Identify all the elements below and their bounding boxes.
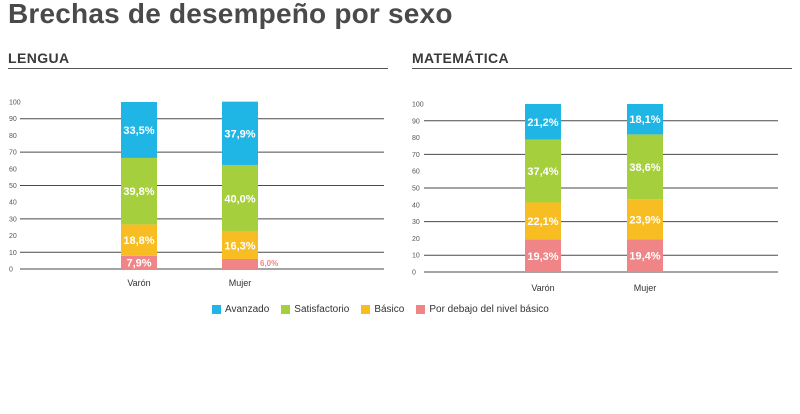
matematica-category-label: Mujer	[634, 283, 657, 293]
matematica-tick-label: 70	[412, 152, 420, 159]
matematica-data-label: 21,2%	[527, 117, 558, 129]
matematica-title-rule	[412, 68, 792, 69]
lengua-tick-label: 70	[9, 150, 17, 157]
lengua-tick-label: 100	[9, 100, 21, 107]
lengua-bar-basico	[121, 224, 157, 256]
lengua-tick-label: 90	[9, 116, 17, 123]
lengua-tick-label: 30	[9, 216, 17, 223]
lengua-category-label: Varón	[127, 278, 150, 288]
matematica-bar-avanzado	[525, 104, 561, 140]
page-title: Brechas de desempeño por sexo	[8, 0, 453, 29]
legend-label: Satisfactorio	[294, 304, 350, 315]
lengua-bar-satisfactorio	[222, 164, 258, 232]
lengua-tick-label: 50	[9, 183, 17, 190]
matematica-category-label: Varón	[531, 283, 554, 293]
lengua-data-label: 18,8%	[123, 235, 154, 247]
matematica-data-label: 37,4%	[527, 166, 558, 178]
lengua-bar-por-debajo-del-nivel-basico	[222, 258, 258, 269]
lengua-data-label: 6,0%	[260, 259, 278, 268]
lengua-bar-avanzado	[121, 102, 157, 158]
matematica-data-label: 22,1%	[527, 216, 558, 228]
lengua-data-label: 40,0%	[224, 193, 255, 205]
matematica-bar-basico	[627, 199, 663, 240]
lengua-tick-label: 80	[9, 133, 17, 140]
matematica-tick-label: 100	[412, 102, 424, 109]
matematica-tick-label: 0	[412, 270, 416, 277]
lengua-bar-satisfactorio	[121, 157, 157, 225]
lengua-data-label: 37,9%	[224, 128, 255, 140]
lengua-tick-label: 20	[9, 233, 17, 240]
matematica-tick-label: 30	[412, 219, 420, 226]
lengua-panel-title: LENGUA	[8, 50, 70, 66]
lengua-bar-avanzado	[222, 101, 258, 165]
matematica-data-label: 23,9%	[629, 214, 660, 226]
legend-swatch	[212, 305, 221, 314]
matematica-bar-por-debajo-del-nivel-basico	[525, 239, 561, 272]
matematica-tick-label: 80	[412, 135, 420, 142]
matematica-data-label: 19,4%	[629, 251, 660, 263]
lengua-bar-basico	[222, 231, 258, 259]
lengua-bar-por-debajo-del-nivel-basico	[121, 255, 157, 269]
lengua-data-label: 7,9%	[126, 257, 151, 269]
matematica-tick-label: 60	[412, 169, 420, 176]
lengua-title-rule	[8, 68, 388, 69]
legend-label: Por debajo del nivel básico	[429, 304, 549, 315]
chart-legend: Avanzado Satisfactorio Básico Por debajo de…	[212, 304, 561, 315]
lengua-tick-label: 0	[9, 267, 13, 274]
matematica-bar-satisfactorio	[627, 134, 663, 200]
lengua-data-label: 16,3%	[224, 240, 255, 252]
matematica-data-label: 18,1%	[629, 114, 660, 126]
legend-item: Avanzado	[212, 304, 269, 315]
matematica-bar-basico	[525, 202, 561, 240]
matematica-tick-label: 20	[412, 236, 420, 243]
matematica-tick-label: 90	[412, 118, 420, 125]
legend-item: Satisfactorio	[281, 304, 349, 315]
matematica-bar-por-debajo-del-nivel-basico	[627, 239, 663, 272]
lengua-tick-label: 10	[9, 250, 17, 257]
legend-label: Básico	[374, 304, 405, 315]
legend-item: Básico	[361, 304, 404, 315]
matematica-tick-label: 40	[412, 202, 420, 209]
matematica-bar-satisfactorio	[525, 139, 561, 203]
legend-label: Avanzado	[225, 304, 270, 315]
matematica-tick-label: 10	[412, 253, 420, 260]
matematica-panel-title: MATEMÁTICA	[412, 50, 510, 66]
lengua-data-label: 33,5%	[123, 125, 154, 137]
legend-swatch	[361, 305, 371, 314]
lengua-tick-label: 60	[9, 166, 17, 173]
legend-swatch	[416, 305, 426, 314]
lengua-category-label: Mujer	[229, 278, 252, 288]
lengua-data-label: 39,8%	[123, 186, 154, 198]
matematica-tick-label: 50	[412, 186, 420, 193]
matematica-data-label: 19,3%	[527, 251, 558, 263]
matematica-bar-avanzado	[627, 104, 663, 135]
matematica-data-label: 38,6%	[629, 162, 660, 174]
legend-swatch	[281, 305, 291, 314]
legend-item: Por debajo del nivel básico	[416, 304, 549, 315]
lengua-tick-label: 40	[9, 200, 17, 207]
